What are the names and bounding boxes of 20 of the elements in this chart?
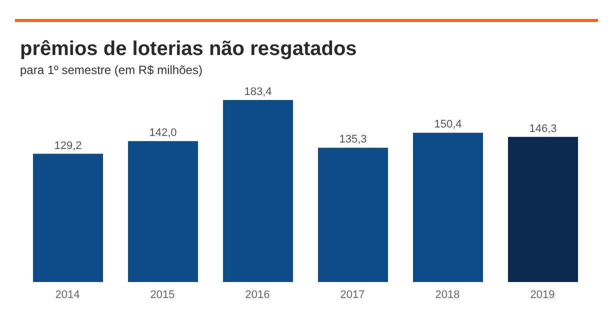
x-tick-label: 2015 xyxy=(150,288,175,301)
bar xyxy=(128,141,198,282)
chart-subtitle: para 1º semestre (em R$ milhões) xyxy=(20,63,202,77)
bar xyxy=(223,100,293,282)
bar xyxy=(413,132,483,282)
bar xyxy=(318,148,388,282)
data-label: 146,3 xyxy=(529,122,557,135)
data-label: 142,0 xyxy=(149,127,177,140)
x-tick-label: 2018 xyxy=(435,288,460,301)
chart-title: prêmios de loterias não resgatados xyxy=(20,38,357,61)
x-tick-label: 2017 xyxy=(340,288,365,301)
x-tick-label: 2019 xyxy=(530,288,555,301)
x-tick-label: 2014 xyxy=(55,288,80,301)
data-label: 129,2 xyxy=(54,140,82,152)
bar xyxy=(508,136,578,282)
data-label: 150,4 xyxy=(434,118,462,131)
data-label: 183,4 xyxy=(244,86,272,98)
data-label: 135,3 xyxy=(339,134,367,146)
x-tick-label: 2016 xyxy=(245,288,270,301)
bar xyxy=(33,154,103,282)
